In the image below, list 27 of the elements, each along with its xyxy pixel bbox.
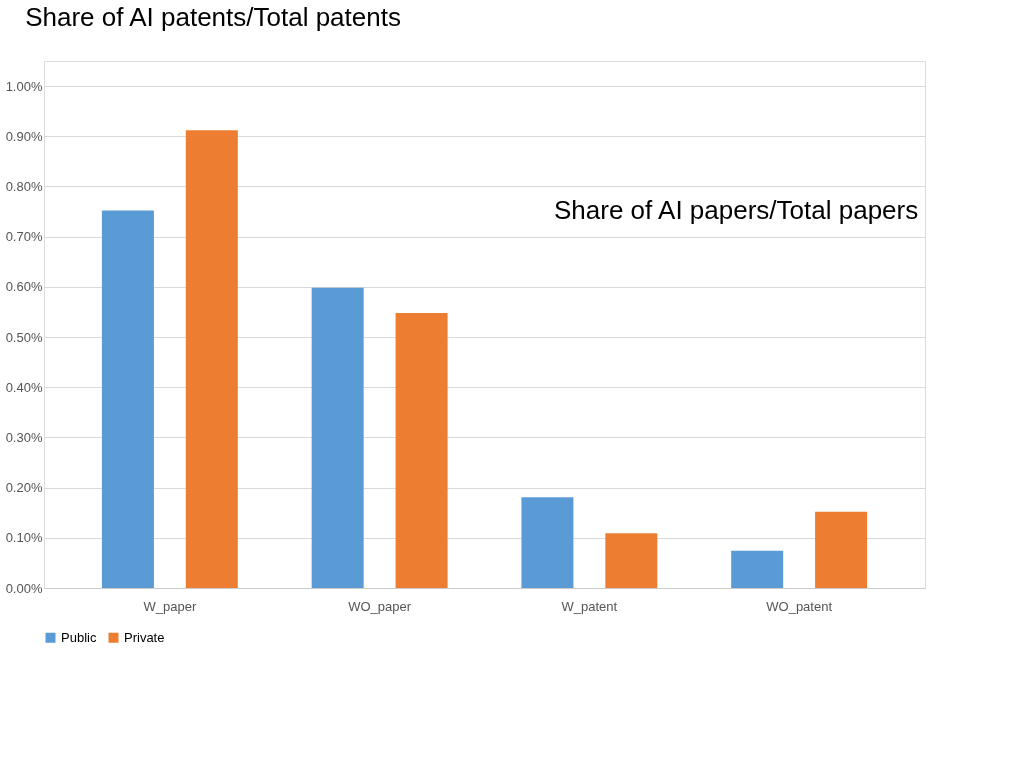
- x-tick-label: W_paper: [143, 598, 197, 614]
- y-tick-label: 0.40%: [5, 379, 43, 395]
- y-tick-label: 0.80%: [5, 178, 43, 194]
- y-tick-label: 0.00%: [5, 580, 43, 596]
- bar: [185, 130, 238, 588]
- y-tick-label: 0.90%: [5, 128, 43, 144]
- annotation: Share of AI papers/Total papers: [554, 195, 919, 225]
- y-tick-label: 0.30%: [5, 429, 43, 445]
- x-tick-label: W_patent: [561, 598, 618, 614]
- bar: [815, 511, 868, 588]
- bar: [311, 287, 364, 588]
- chart-title: Share of AI patents/Total patents: [25, 2, 401, 32]
- y-tick-label: 0.20%: [5, 480, 43, 496]
- y-tick-label: 0.10%: [5, 530, 43, 546]
- y-tick-label: 0.70%: [5, 229, 43, 245]
- legend-label: Public: [61, 629, 97, 645]
- bar: [395, 312, 448, 588]
- x-tick-label: WO_paper: [348, 598, 412, 614]
- x-tick-label: WO_patent: [766, 598, 833, 614]
- y-tick-label: 0.60%: [5, 279, 43, 295]
- bar: [605, 533, 658, 588]
- legend-label: Private: [124, 629, 165, 645]
- bar: [521, 497, 574, 588]
- y-tick-label: 1.00%: [5, 78, 43, 94]
- y-tick-label: 0.50%: [5, 329, 43, 345]
- bar: [731, 550, 784, 588]
- bar: [101, 210, 154, 588]
